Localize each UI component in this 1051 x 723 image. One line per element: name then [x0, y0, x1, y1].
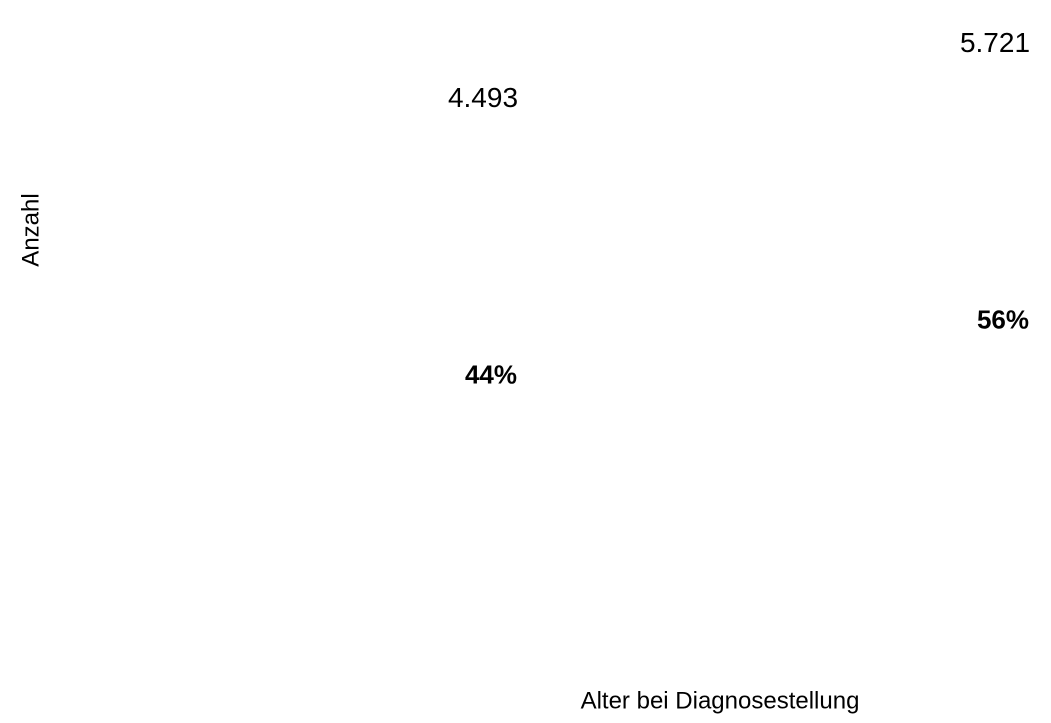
value-label: 4.493	[448, 82, 518, 113]
x-axis-label: Alter bei Diagnosestellung	[581, 687, 860, 714]
bar	[393, 124, 573, 326]
value-label: 5.721	[960, 27, 1030, 58]
bar	[905, 69, 1051, 327]
y-axis-label: Anzahl	[17, 193, 44, 266]
percent-label: 44%	[465, 359, 517, 389]
percent-label: 56%	[977, 304, 1029, 334]
